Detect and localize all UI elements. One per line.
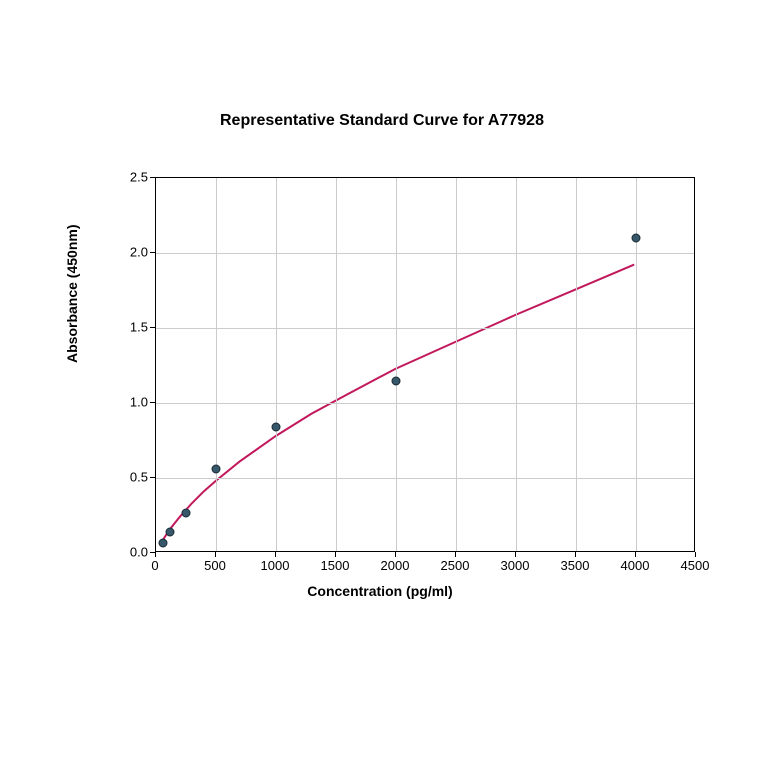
grid-line-vertical [336,178,337,551]
data-point [166,528,175,537]
x-tick [155,552,156,557]
y-tick-label: 2.5 [108,170,148,185]
plot-area [155,177,695,552]
grid-line-vertical [276,178,277,551]
y-tick-label: 0.5 [108,470,148,485]
x-tick-label: 0 [151,558,158,573]
x-tick-label: 1000 [261,558,290,573]
x-tick [635,552,636,557]
x-tick [515,552,516,557]
x-tick-label: 4500 [681,558,710,573]
data-point [272,423,281,432]
y-tick-label: 1.0 [108,395,148,410]
y-tick-label: 2.0 [108,245,148,260]
x-tick-label: 3000 [501,558,530,573]
data-point [392,376,401,385]
x-tick [695,552,696,557]
x-tick [215,552,216,557]
x-tick [575,552,576,557]
x-tick-label: 2000 [381,558,410,573]
y-tick [150,327,155,328]
x-tick [455,552,456,557]
y-tick-label: 0.0 [108,545,148,560]
grid-line-vertical [396,178,397,551]
grid-line-horizontal [156,253,694,254]
x-axis-label: Concentration (pg/ml) [60,583,700,599]
curve-line [156,178,694,551]
grid-line-vertical [576,178,577,551]
data-point [632,234,641,243]
x-tick-label: 1500 [321,558,350,573]
grid-line-horizontal [156,328,694,329]
grid-line-vertical [516,178,517,551]
data-point [182,508,191,517]
x-tick-label: 3500 [561,558,590,573]
data-point [159,538,168,547]
grid-line-vertical [216,178,217,551]
y-tick [150,252,155,253]
grid-line-horizontal [156,478,694,479]
y-tick [150,402,155,403]
x-tick [335,552,336,557]
y-tick [150,177,155,178]
x-tick-label: 4000 [621,558,650,573]
x-tick-label: 2500 [441,558,470,573]
y-tick [150,477,155,478]
data-point [212,465,221,474]
y-axis-label: Absorbance (450nm) [64,225,80,363]
grid-line-horizontal [156,403,694,404]
y-tick [150,552,155,553]
chart-title: Representative Standard Curve for A77928 [0,112,764,130]
x-tick [395,552,396,557]
x-tick-label: 500 [204,558,226,573]
grid-line-vertical [456,178,457,551]
chart-container: Absorbance (450nm) Concentration (pg/ml)… [60,145,700,615]
x-tick [275,552,276,557]
y-tick-label: 1.5 [108,320,148,335]
